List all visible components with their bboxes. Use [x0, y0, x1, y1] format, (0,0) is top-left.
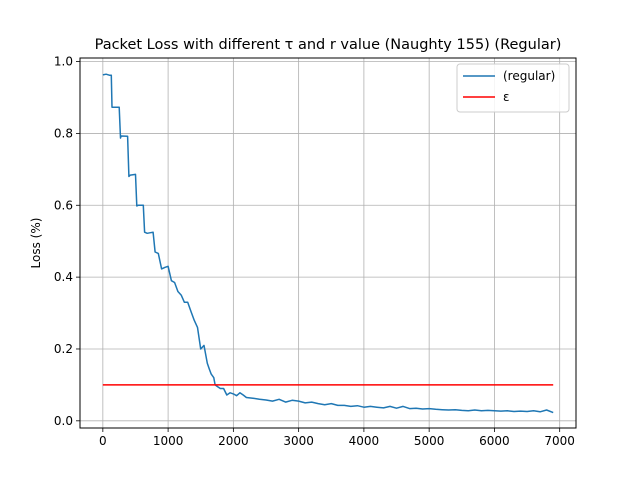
x-tick-label: 0 [99, 434, 107, 448]
y-tick-label: 0.6 [54, 198, 73, 212]
legend-label-epsilon: ε [503, 90, 510, 104]
y-tick-label: 0.4 [54, 270, 73, 284]
x-tick-label: 4000 [349, 434, 380, 448]
legend: (regular) ε [456, 63, 570, 113]
x-tick-label: 6000 [479, 434, 510, 448]
y-tick-label: 0.8 [54, 126, 73, 140]
x-tick-label: 7000 [544, 434, 575, 448]
series-layer [102, 73, 554, 414]
ticks: 0 1000 2000 3000 4000 5000 6000 7000 0.0 0.2 0.4 0.… [54, 55, 575, 448]
y-tick-label: 0.0 [54, 414, 73, 428]
y-tick-label: 0.2 [54, 342, 73, 356]
x-tick-label: 5000 [414, 434, 445, 448]
x-tick-label: 3000 [283, 434, 314, 448]
chart-title: Packet Loss with different τ and r value… [95, 37, 562, 53]
series-line-0 [102, 73, 554, 414]
y-tick-label: 1.0 [54, 55, 73, 69]
legend-label-regular: (regular) [503, 69, 555, 83]
grid [80, 58, 576, 428]
plot-frame [79, 57, 577, 429]
x-tick-label: 2000 [218, 434, 249, 448]
y-axis-label: Loss (%) [29, 218, 43, 269]
x-tick-label: 1000 [153, 434, 184, 448]
